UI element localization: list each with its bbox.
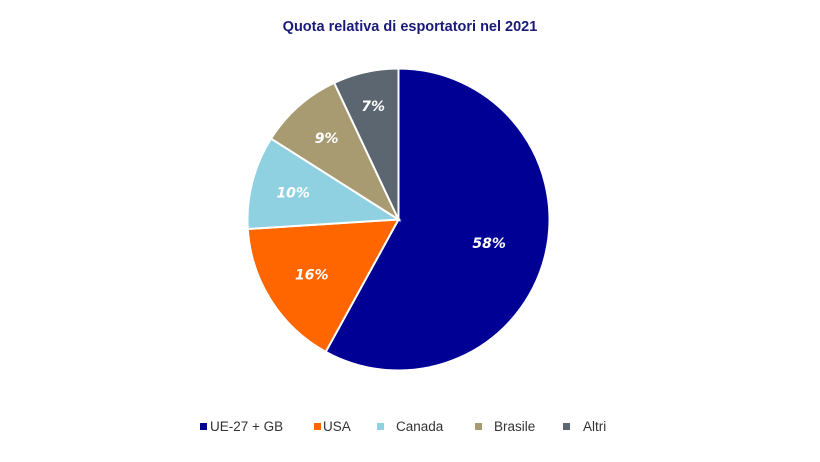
legend-item-altri: Altri [563, 419, 606, 434]
slice-value-label: 16% [295, 268, 329, 284]
chart-title: Quota relativa di esportatori nel 2021 [282, 19, 538, 35]
slice-value-label: 7% [361, 99, 385, 115]
legend-item-canada: Canada [377, 419, 443, 434]
pie-slice-canada [246, 137, 402, 231]
pie-slice-usa [246, 218, 401, 354]
legend-label: Canada [396, 419, 444, 434]
pie-slice-ue-27-gb [324, 67, 551, 372]
legend-swatch-icon [563, 423, 570, 430]
legend-swatch-icon [377, 423, 384, 430]
slice-value-label: 9% [315, 131, 339, 147]
legend-label: UE-27 + GB [210, 419, 284, 434]
legend-swatch-icon [475, 423, 482, 430]
legend-item-ue27-gb: UE-27 + GB [200, 419, 283, 434]
slice-value-label: 58% [472, 236, 506, 252]
slice-value-label: 10% [276, 185, 310, 201]
legend-label: Brasile [494, 419, 536, 434]
legend-swatch-icon [314, 423, 321, 430]
legend: UE-27 + GB USA Canada Brasile Altri [0, 419, 820, 437]
legend-item-brasile: Brasile [475, 419, 535, 434]
legend-label: Altri [583, 419, 607, 434]
legend-swatch-icon [200, 423, 207, 430]
pie-slice-altri [332, 67, 400, 220]
legend-label: USA [323, 419, 351, 434]
pie-slice-brasile [269, 81, 401, 223]
legend-item-usa: USA [314, 419, 351, 434]
